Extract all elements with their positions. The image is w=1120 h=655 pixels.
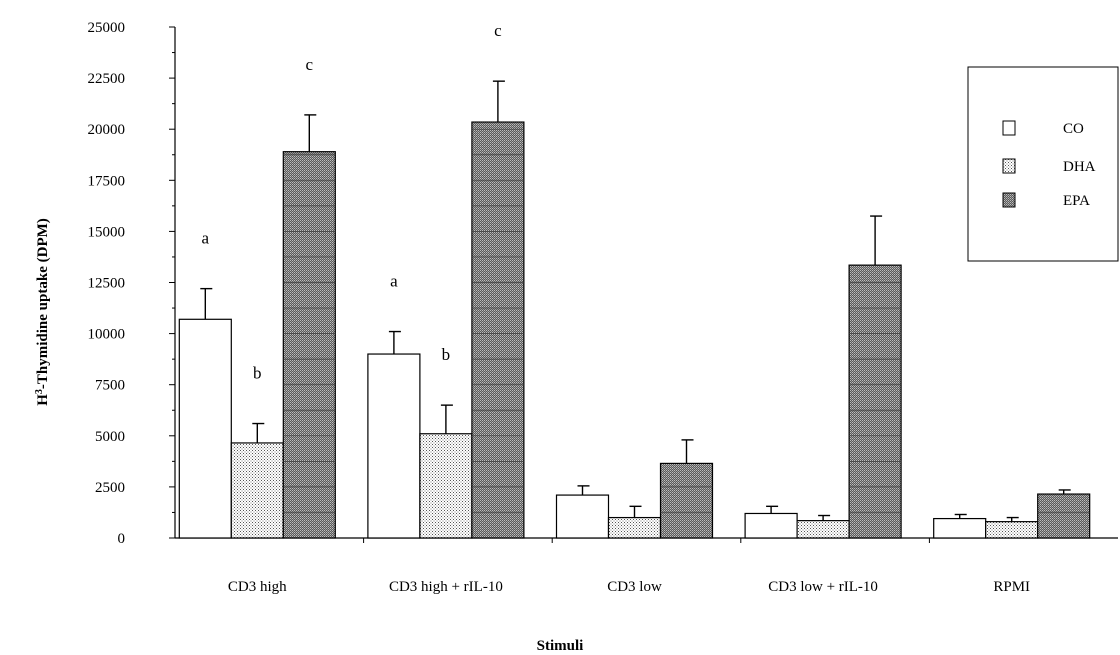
- legend-label-co: CO: [1063, 121, 1084, 137]
- bar-co: [933, 517, 987, 539]
- y-tick-label: 22500: [88, 71, 126, 87]
- legend-label-epa: EPA: [1063, 193, 1090, 209]
- bar-dha: [796, 520, 850, 539]
- bar-epa: [659, 462, 714, 539]
- category-labels-group: CD3 high CD3 high + rIL-10 CD3 low CD3 low …: [228, 579, 1030, 595]
- legend-swatch-epa: [1002, 192, 1016, 208]
- legend: CO DHA EPA: [967, 66, 1119, 262]
- bar-epa: [471, 121, 525, 539]
- x-axis-title: Stimuli: [537, 638, 584, 654]
- y-axis-title: H3-Thymidine uptake (DPM): [34, 218, 52, 406]
- significance-letter: b: [253, 364, 262, 383]
- y-tick-label: 0: [118, 531, 126, 547]
- bar-dha: [230, 442, 284, 539]
- legend-swatch-co: [1002, 120, 1016, 136]
- y-axis-title-main: H: [35, 394, 51, 406]
- significance-letter: a: [390, 272, 398, 291]
- y-tick-labels-group: 0 2500 5000 7500 10000 12500 15000 17500 20000 22…: [88, 20, 126, 547]
- significance-letter: a: [202, 229, 210, 248]
- significance-letter: b: [442, 345, 451, 364]
- category-label: CD3 low: [607, 579, 662, 595]
- legend-box: [967, 66, 1119, 262]
- category-label: CD3 high + rIL-10: [389, 579, 503, 595]
- bar-epa: [1037, 493, 1091, 539]
- bar-dha: [985, 521, 1039, 539]
- bar-co: [178, 318, 232, 539]
- y-tick-label: 17500: [88, 173, 126, 189]
- bar-co: [555, 494, 610, 539]
- significance-letters-group: a b c a b c: [202, 21, 503, 382]
- y-tick-label: 25000: [88, 20, 126, 36]
- y-tick-label: 15000: [88, 224, 126, 240]
- y-tick-label: 2500: [95, 480, 125, 496]
- significance-letter: c: [306, 55, 314, 74]
- significance-letter: c: [494, 21, 502, 40]
- y-tick-label: 7500: [95, 378, 125, 394]
- bar-dha: [607, 516, 662, 539]
- bar-epa: [848, 264, 902, 539]
- category-label: RPMI: [993, 579, 1030, 595]
- bar-dha: [419, 433, 473, 539]
- bar-epa: [282, 151, 336, 539]
- y-tick-label: 20000: [88, 122, 126, 138]
- error-bars-group: [200, 80, 1071, 522]
- y-tick-label: 12500: [88, 276, 126, 292]
- legend-swatch-dha: [1002, 158, 1016, 174]
- category-label: CD3 low + rIL-10: [768, 579, 878, 595]
- bar-co: [367, 353, 421, 539]
- bar-co: [744, 512, 798, 539]
- legend-label-dha: DHA: [1063, 159, 1096, 175]
- category-label: CD3 high: [228, 579, 287, 595]
- y-axis-title-rest: -Thymidine uptake (DPM): [35, 218, 51, 389]
- bars-group: [178, 121, 1091, 539]
- y-tick-label: 5000: [95, 429, 125, 445]
- y-axis-title-superscript: 3: [34, 389, 45, 394]
- y-tick-label: 10000: [88, 327, 126, 343]
